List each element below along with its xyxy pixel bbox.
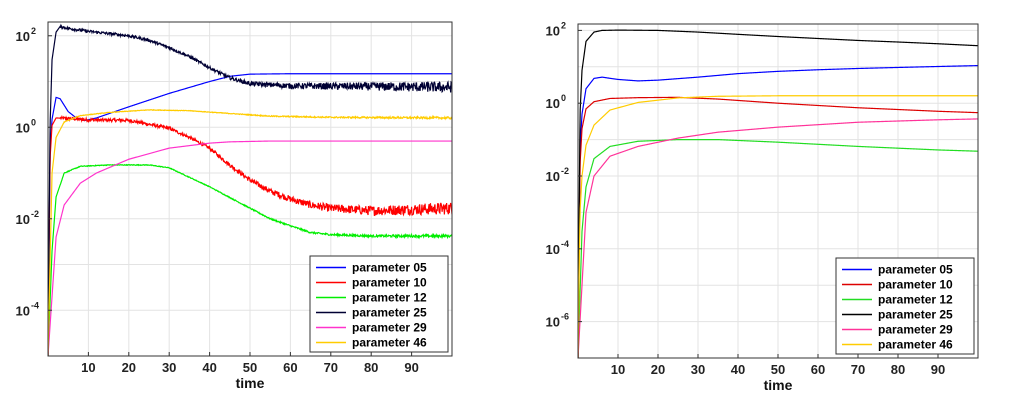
- x-tick-label: 80: [891, 362, 905, 377]
- y-tick-exponent: -2: [561, 166, 569, 176]
- y-tick-exponent: 0: [561, 93, 566, 103]
- series-line-3: [578, 139, 978, 358]
- y-tick-exponent: -2: [31, 209, 39, 219]
- series-line-5: [578, 118, 978, 358]
- y-tick-base: 10: [16, 212, 30, 227]
- legend-label: parameter 12: [878, 293, 953, 307]
- x-tick-label: 90: [931, 362, 945, 377]
- y-tick-base: 10: [546, 169, 560, 184]
- legend-label: parameter 12: [352, 291, 427, 305]
- legend-box: [309, 255, 449, 353]
- y-tick-base: 10: [546, 23, 560, 38]
- x-tick-label: 70: [324, 360, 338, 375]
- x-tick-label: 90: [404, 360, 418, 375]
- x-tick-label: 60: [283, 360, 297, 375]
- x-axis-label: time: [236, 375, 265, 391]
- legend-label: parameter 46: [878, 338, 953, 352]
- series-line-2: [578, 96, 978, 358]
- y-tick-exponent: -4: [31, 300, 39, 310]
- series-line-6: [48, 108, 452, 356]
- legend-label: parameter 05: [352, 261, 427, 275]
- legend-label: parameter 05: [878, 263, 953, 277]
- y-tick-base: 10: [546, 315, 560, 330]
- x-tick-label: 60: [811, 362, 825, 377]
- series-line-5: [48, 140, 452, 356]
- legend-label: parameter 10: [878, 278, 953, 292]
- x-tick-label: 50: [243, 360, 257, 375]
- x-tick-label: 20: [122, 360, 136, 375]
- series-line-2: [48, 115, 452, 356]
- x-tick-label: 40: [202, 360, 216, 375]
- y-tick-base: 10: [16, 120, 30, 135]
- legend-label: parameter 46: [352, 336, 427, 350]
- y-tick-exponent: -4: [561, 239, 569, 249]
- y-tick-label: 10: [546, 242, 560, 257]
- y-tick-label: 10: [546, 96, 560, 111]
- legend-label: parameter 29: [878, 323, 953, 337]
- legend-label: parameter 10: [352, 276, 427, 290]
- y-tick-label: 10: [546, 169, 560, 184]
- x-tick-label: 30: [162, 360, 176, 375]
- series-line-6: [578, 95, 978, 358]
- y-tick-exponent: -6: [561, 312, 569, 322]
- series-line-1: [578, 64, 978, 358]
- y-tick-base: 10: [546, 96, 560, 111]
- legend-label: parameter 25: [352, 306, 427, 320]
- y-tick-base: 10: [16, 303, 30, 318]
- y-tick-base: 10: [16, 29, 30, 44]
- x-tick-label: 80: [364, 360, 378, 375]
- legend-box: [835, 257, 975, 355]
- y-tick-label: 10: [16, 303, 30, 318]
- x-tick-label: 10: [81, 360, 95, 375]
- x-tick-label: 50: [771, 362, 785, 377]
- y-tick-base: 10: [546, 242, 560, 257]
- y-tick-exponent: 2: [31, 26, 36, 36]
- x-tick-label: 70: [851, 362, 865, 377]
- x-tick-label: 20: [651, 362, 665, 377]
- x-tick-label: 30: [691, 362, 705, 377]
- y-tick-label: 10: [16, 212, 30, 227]
- y-tick-exponent: 2: [561, 20, 566, 30]
- y-tick-label: 10: [16, 120, 30, 135]
- series-line-4: [48, 23, 452, 356]
- x-axis-label: time: [764, 377, 793, 393]
- legend-label: parameter 29: [352, 321, 427, 335]
- x-tick-label: 10: [611, 362, 625, 377]
- legend-label: parameter 25: [878, 308, 953, 322]
- y-tick-label: 10: [546, 315, 560, 330]
- y-tick-label: 10: [546, 23, 560, 38]
- y-tick-label: 10: [16, 29, 30, 44]
- series-line-4: [578, 29, 978, 358]
- x-tick-label: 40: [731, 362, 745, 377]
- y-tick-exponent: 0: [31, 117, 36, 127]
